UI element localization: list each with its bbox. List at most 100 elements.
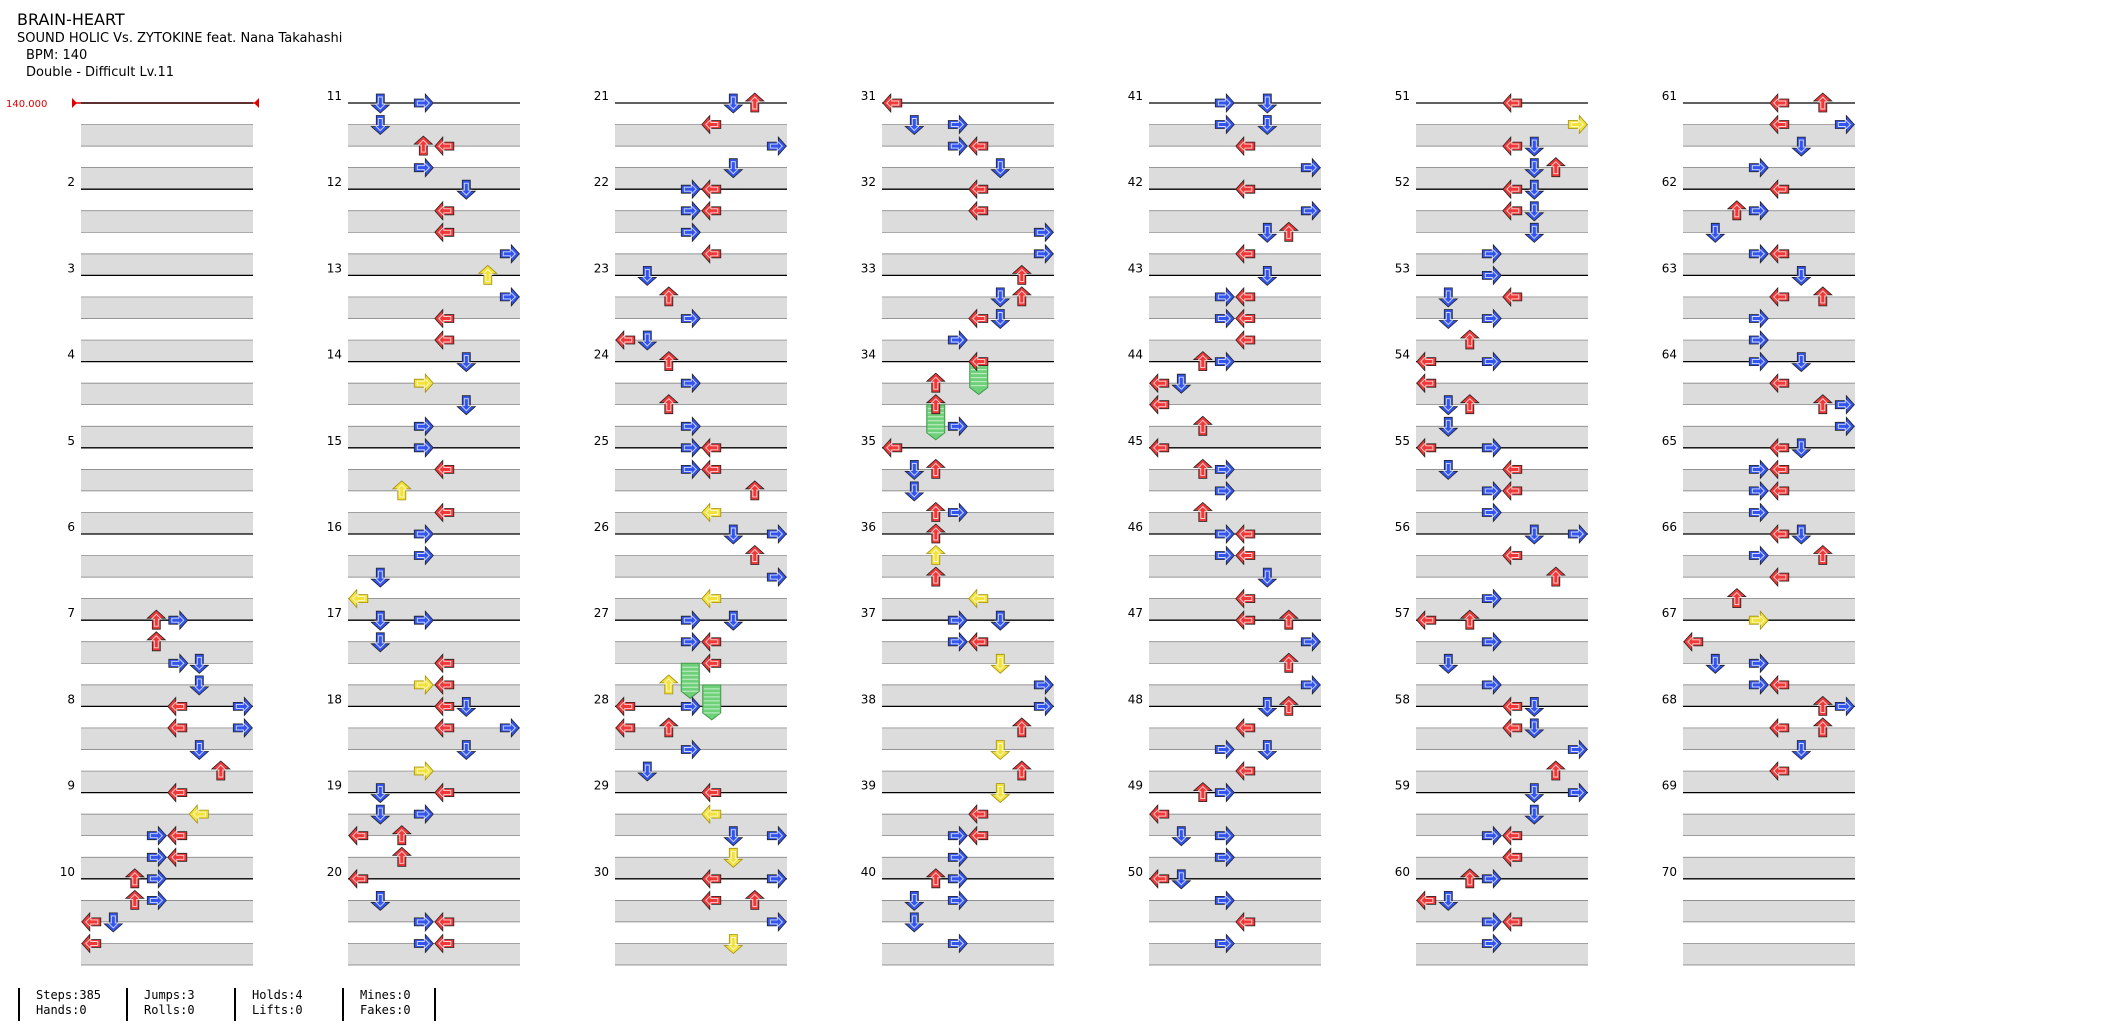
note-arrow-left bbox=[1683, 631, 1704, 652]
note-arrow-left bbox=[701, 782, 722, 803]
note-arrow-right bbox=[413, 674, 434, 695]
note-arrow-up bbox=[1011, 286, 1032, 307]
measure-38: 38 bbox=[861, 692, 1054, 793]
note-arrow-left bbox=[1769, 286, 1790, 307]
note-arrow-down bbox=[723, 158, 744, 179]
note-arrow-right bbox=[1214, 308, 1235, 329]
measure-62: 62 bbox=[1662, 175, 1855, 276]
note-arrow-right bbox=[1214, 933, 1235, 954]
note-arrow-down bbox=[1257, 115, 1278, 136]
note-arrow-right bbox=[1748, 243, 1769, 264]
note-arrow-down bbox=[189, 740, 210, 761]
note-arrow-down bbox=[1524, 136, 1545, 157]
measure-number: 24 bbox=[594, 348, 609, 362]
note-arrow-up bbox=[124, 889, 145, 910]
note-arrow-right bbox=[1567, 523, 1588, 545]
note-arrow-right bbox=[1481, 480, 1502, 501]
stat-rolls: Rolls:0 bbox=[144, 1003, 195, 1017]
note-arrow-left bbox=[1235, 523, 1256, 545]
measure-20: 20 bbox=[327, 865, 520, 966]
note-arrow-down bbox=[723, 934, 744, 955]
note-arrow-left bbox=[1502, 717, 1523, 738]
note-arrow-left bbox=[1769, 480, 1790, 501]
measure-number: 55 bbox=[1395, 434, 1410, 448]
note-arrow-left bbox=[1149, 804, 1170, 825]
note-arrow-left bbox=[968, 588, 989, 609]
note-arrow-up bbox=[658, 717, 679, 738]
measure-number: 10 bbox=[60, 865, 75, 879]
note-arrow-down bbox=[990, 610, 1011, 631]
song-header: BRAIN-HEART SOUND HOLIC Vs. ZYTOKINE fea… bbox=[17, 10, 342, 81]
measure-53: 53 bbox=[1395, 261, 1588, 362]
note-arrow-right bbox=[146, 825, 167, 846]
note-arrow-left bbox=[1235, 243, 1256, 264]
note-arrow-left bbox=[968, 179, 989, 200]
note-arrow-left bbox=[701, 437, 722, 458]
note-arrow-up bbox=[658, 394, 679, 415]
note-arrow-right bbox=[680, 179, 701, 200]
note-arrow-left bbox=[1235, 136, 1256, 157]
measure-59: 59 bbox=[1395, 779, 1588, 879]
measure-41: 41 bbox=[1128, 89, 1321, 190]
note-arrow-left bbox=[434, 200, 455, 221]
note-arrow-left bbox=[348, 825, 369, 846]
note-arrow-right bbox=[1748, 502, 1769, 523]
note-arrow-down bbox=[723, 524, 744, 545]
measure-33: 33 bbox=[861, 261, 1054, 362]
note-arrow-left bbox=[882, 437, 903, 458]
note-arrow-left bbox=[1235, 610, 1256, 631]
note-arrow-left bbox=[1416, 610, 1437, 631]
note-arrow-down bbox=[370, 632, 391, 653]
measure-18: 18 bbox=[327, 692, 520, 793]
note-arrow-left bbox=[701, 588, 722, 609]
measure-16: 16 bbox=[327, 520, 520, 621]
note-arrow-down bbox=[1791, 740, 1812, 761]
note-arrow-right bbox=[1481, 243, 1502, 264]
note-arrow-right bbox=[1748, 653, 1769, 674]
note-arrow-down bbox=[1705, 222, 1726, 243]
note-arrow-down bbox=[103, 912, 124, 933]
note-arrow-left bbox=[1502, 696, 1523, 717]
note-arrow-down bbox=[1171, 373, 1192, 394]
note-arrow-left bbox=[1502, 825, 1523, 846]
note-arrow-right bbox=[1481, 265, 1502, 286]
note-arrow-right bbox=[1567, 739, 1588, 760]
note-arrow-right bbox=[766, 136, 787, 157]
measure-number: 56 bbox=[1395, 520, 1410, 534]
note-arrow-right bbox=[413, 92, 434, 114]
note-arrow-left bbox=[1769, 373, 1790, 394]
note-arrow-left bbox=[1502, 911, 1523, 932]
measure-number: 60 bbox=[1395, 865, 1410, 879]
note-arrow-left bbox=[701, 890, 722, 911]
measure-4: 4 bbox=[67, 348, 253, 448]
measure-39: 39 bbox=[861, 779, 1054, 879]
note-arrow-left bbox=[1502, 545, 1523, 566]
stats-column-4: Mines:0 Fakes:0 bbox=[342, 988, 436, 1021]
note-arrow-up bbox=[1192, 458, 1213, 479]
note-arrow-right bbox=[1481, 868, 1502, 889]
note-arrow-down bbox=[370, 783, 391, 804]
note-arrow-up bbox=[925, 458, 946, 479]
note-arrow-up bbox=[925, 394, 946, 415]
stats-column-2: Jumps:3 Rolls:0 bbox=[126, 988, 234, 1021]
measure-number: 18 bbox=[327, 692, 342, 706]
note-arrow-left bbox=[1235, 588, 1256, 609]
note-arrow-right bbox=[1748, 610, 1769, 631]
measure-number: 47 bbox=[1128, 606, 1143, 620]
note-arrow-down bbox=[1524, 697, 1545, 717]
measure-58: 58 bbox=[1395, 692, 1588, 793]
measure-23: 23 bbox=[594, 261, 787, 362]
measure-number: 37 bbox=[861, 606, 876, 620]
note-arrow-right bbox=[499, 243, 520, 264]
note-arrow-up bbox=[1545, 760, 1566, 781]
note-arrow-down bbox=[1438, 287, 1459, 308]
note-arrow-right bbox=[232, 696, 253, 717]
note-arrow-down bbox=[990, 287, 1011, 308]
note-arrow-right bbox=[947, 610, 968, 631]
note-arrow-down bbox=[1705, 653, 1726, 674]
note-arrow-left bbox=[615, 717, 636, 738]
note-arrow-down bbox=[370, 891, 391, 911]
note-arrow-right bbox=[1481, 631, 1502, 652]
note-arrow-right bbox=[766, 911, 787, 932]
note-arrow-right bbox=[1481, 308, 1502, 329]
